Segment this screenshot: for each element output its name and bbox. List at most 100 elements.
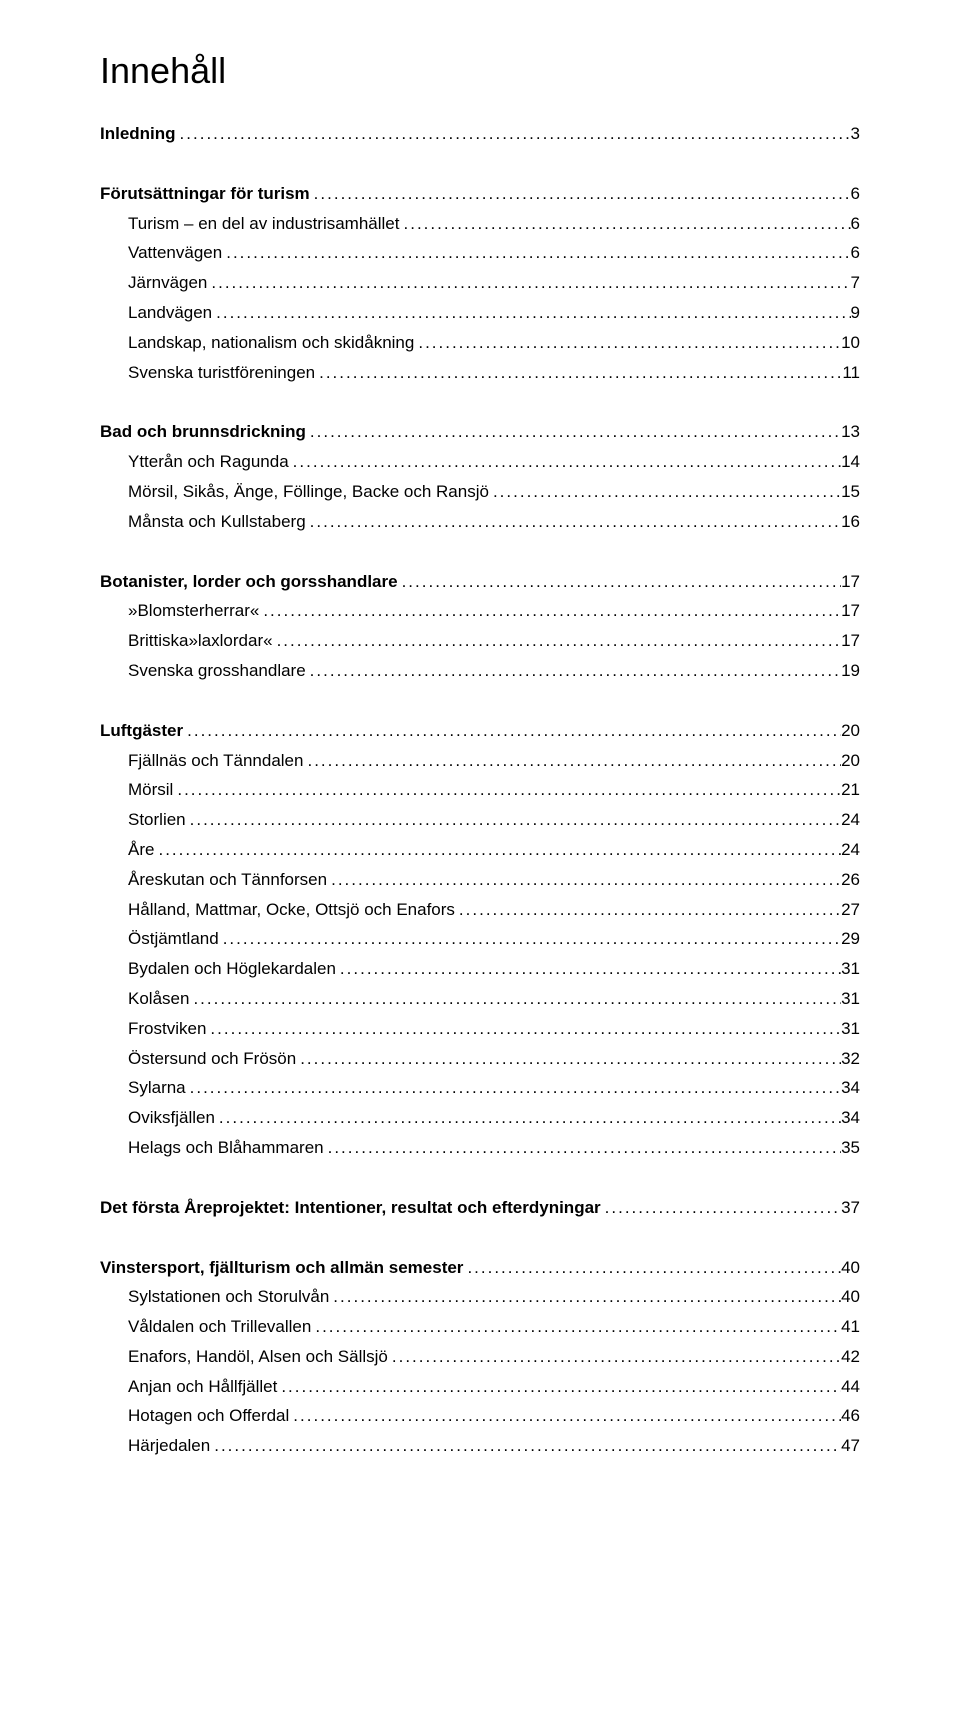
toc-entry-page: 31 [841,1017,860,1041]
toc-entry-label: Östjämtland [128,927,219,951]
toc-leader-dots: ........................................… [289,1404,841,1428]
toc-entry-label: »Blomsterherrar« [128,599,259,623]
toc-leader-dots: ........................................… [327,868,841,892]
toc-entry: Turism – en del av industrisamhället....… [100,212,860,236]
toc-leader-dots: ........................................… [186,1076,841,1100]
toc-leader-dots: ........................................… [207,271,850,295]
toc-entry: Enafors, Handöl, Alsen och Sällsjö......… [100,1345,860,1369]
toc-entry-label: Storlien [128,808,186,832]
toc-entry-label: Härjedalen [128,1434,210,1458]
toc-entry-page: 31 [841,987,860,1011]
toc-leader-dots: ........................................… [388,1345,841,1369]
toc-entry-page: 7 [851,271,860,295]
toc-leader-dots: ........................................… [463,1256,841,1280]
toc-leader-dots: ........................................… [398,570,842,594]
toc-leader-dots: ........................................… [310,182,851,206]
toc-leader-dots: ........................................… [273,629,842,653]
toc-entry: Kolåsen.................................… [100,987,860,1011]
toc-entry-label: Kolåsen [128,987,189,1011]
toc-leader-dots: ........................................… [311,1315,841,1339]
toc-entry-label: Inledning [100,122,176,146]
toc-entry-label: Svenska grosshandlare [128,659,306,683]
toc-entry-label: Vinstersport, fjällturism och allmän sem… [100,1256,463,1280]
toc-leader-dots: ........................................… [259,599,841,623]
toc-entry-label: Mörsil [128,778,173,802]
toc-entry-page: 34 [841,1076,860,1100]
toc-entry: Järnvägen...............................… [100,271,860,295]
toc-spacer [100,152,860,176]
toc-entry: Månsta och Kullstaberg..................… [100,510,860,534]
toc-spacer [100,540,860,564]
toc-entry-page: 41 [841,1315,860,1339]
toc-leader-dots: ........................................… [219,927,841,951]
toc-leader-dots: ........................................… [212,301,850,325]
toc-entry: Fjällnäs och Tänndalen..................… [100,749,860,773]
toc-entry: Helags och Blåhammaren..................… [100,1136,860,1160]
toc-leader-dots: ........................................… [306,420,841,444]
toc-leader-dots: ........................................… [315,361,842,385]
toc-entry-label: Helags och Blåhammaren [128,1136,324,1160]
toc-entry: Inledning...............................… [100,122,860,146]
toc-entry-page: 37 [841,1196,860,1220]
toc-entry-label: Luftgäster [100,719,183,743]
toc-entry-label: Bydalen och Höglekardalen [128,957,336,981]
toc-entry-page: 3 [851,122,860,146]
toc-entry-page: 46 [841,1404,860,1428]
toc-entry: »Blomsterherrar«........................… [100,599,860,623]
toc-entry-page: 16 [841,510,860,534]
toc-spacer [100,689,860,713]
toc-entry-label: Anjan och Hållfjället [128,1375,277,1399]
toc-entry: Ytterån och Ragunda.....................… [100,450,860,474]
toc-entry-label: Våldalen och Trillevallen [128,1315,311,1339]
toc-entry-label: Östersund och Frösön [128,1047,296,1071]
toc-entry-page: 17 [841,570,860,594]
toc-leader-dots: ........................................… [489,480,841,504]
toc-entry-label: Bad och brunnsdrickning [100,420,306,444]
toc-leader-dots: ........................................… [306,510,841,534]
toc-entry-label: Mörsil, Sikås, Änge, Föllinge, Backe och… [128,480,489,504]
toc-entry-label: Brittiska»laxlordar« [128,629,273,653]
toc-leader-dots: ........................................… [176,122,851,146]
toc-leader-dots: ........................................… [306,659,841,683]
toc-entry-page: 32 [841,1047,860,1071]
toc-entry: Sylarna.................................… [100,1076,860,1100]
toc-entry-page: 40 [841,1256,860,1280]
toc-entry: Svenska turistföreningen................… [100,361,860,385]
toc-entry: Frostviken..............................… [100,1017,860,1041]
toc-leader-dots: ........................................… [206,1017,841,1041]
toc-entry-page: 13 [841,420,860,444]
toc-leader-dots: ........................................… [154,838,841,862]
toc-entry-label: Svenska turistföreningen [128,361,315,385]
toc-entry-label: Åreskutan och Tännforsen [128,868,327,892]
toc-entry-page: 10 [841,331,860,355]
toc-entry-label: Landskap, nationalism och skidåkning [128,331,414,355]
toc-entry-page: 17 [841,629,860,653]
toc-entry-page: 6 [851,241,860,265]
toc-leader-dots: ........................................… [277,1375,841,1399]
toc-entry: Oviksfjällen............................… [100,1106,860,1130]
toc-leader-dots: ........................................… [173,778,841,802]
toc-leader-dots: ........................................… [336,957,841,981]
toc-container: Inledning...............................… [100,122,860,1458]
toc-entry-label: Fjällnäs och Tänndalen [128,749,303,773]
toc-entry-label: Hålland, Mattmar, Ocke, Ottsjö och Enafo… [128,898,455,922]
toc-entry-page: 20 [841,749,860,773]
toc-entry-page: 9 [851,301,860,325]
toc-entry: Östersund och Frösön....................… [100,1047,860,1071]
toc-spacer [100,1166,860,1190]
toc-entry-page: 6 [851,182,860,206]
toc-page: Innehåll Inledning......................… [0,0,960,1729]
toc-spacer [100,1226,860,1250]
toc-entry-page: 15 [841,480,860,504]
toc-entry: Bad och brunnsdrickning.................… [100,420,860,444]
toc-entry-page: 44 [841,1375,860,1399]
toc-entry-page: 14 [841,450,860,474]
toc-entry: Hålland, Mattmar, Ocke, Ottsjö och Enafo… [100,898,860,922]
toc-leader-dots: ........................................… [296,1047,841,1071]
toc-entry: Landskap, nationalism och skidåkning....… [100,331,860,355]
toc-leader-dots: ........................................… [414,331,841,355]
toc-entry-page: 27 [841,898,860,922]
toc-leader-dots: ........................................… [455,898,841,922]
toc-entry: Hotagen och Offerdal....................… [100,1404,860,1428]
toc-entry-label: Det första Åreprojektet: Intentioner, re… [100,1196,601,1220]
